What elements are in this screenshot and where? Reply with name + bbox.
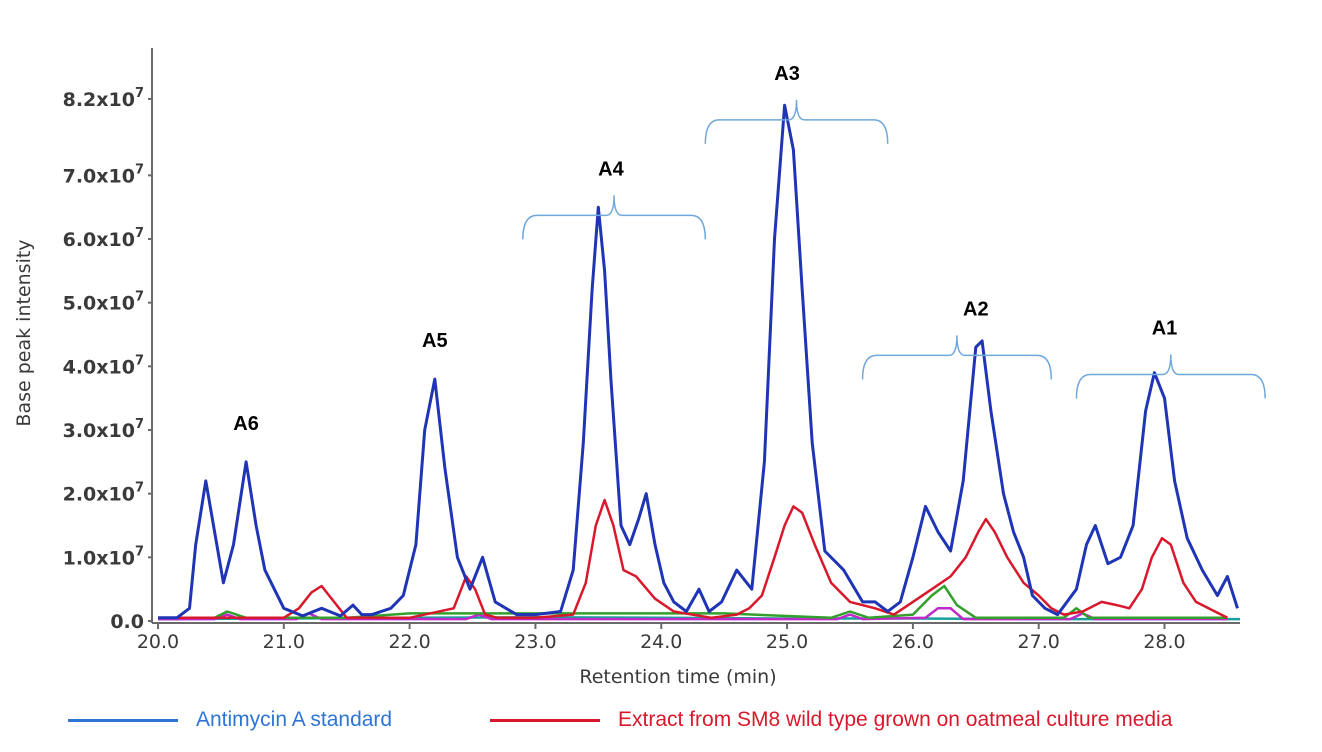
x-axis-title: Retention time (min) (579, 666, 776, 688)
x-tick-label: 24.0 (640, 631, 682, 653)
y-tick-label: 7.0x107 (63, 162, 144, 187)
series-layer (157, 103, 1240, 621)
y-tick-label: 6.0x107 (63, 226, 144, 251)
x-tick-label: 26.0 (892, 631, 934, 653)
x-tick-label: 25.0 (766, 631, 808, 653)
y-tick-label: 2.0x107 (63, 481, 144, 506)
legend-swatch-standard (68, 718, 178, 722)
y-tick-label: 8.2x107 (63, 86, 144, 111)
peak-bracket (861, 335, 1053, 380)
series-line-3 (158, 607, 1228, 621)
y-tick-label: 1.0x107 (63, 544, 144, 569)
peak-label: A2 (963, 298, 989, 320)
peak-label: A3 (774, 63, 800, 85)
legend-item-standard: Antimycin A standard (68, 700, 392, 740)
y-axis: 0.0 1.0x107 2.0x107 3.0x107 4.0x107 5.0x107 6.… (63, 48, 153, 633)
series-line-0 (158, 103, 1239, 620)
y-tick-label: 5.0x107 (63, 290, 144, 315)
peak-annotations: A6 A5 A4 A3 A2 A1 (233, 63, 1266, 435)
peak-label: A6 (233, 413, 259, 435)
peak-label: A4 (598, 158, 624, 180)
peak-bracket (1075, 354, 1266, 399)
x-tick-label: 23.0 (514, 631, 556, 653)
legend-swatch-extract (490, 718, 600, 722)
legend-item-extract: Extract from SM8 wild type grown on oatm… (490, 700, 1172, 740)
y-tick-label: 3.0x107 (63, 417, 144, 442)
x-axis: 20.0 21.0 22.0 23.0 24.0 25.0 26.0 27.0 28.0 (137, 622, 1240, 653)
peak-label: A1 (1152, 318, 1178, 340)
x-tick-label: 20.0 (137, 631, 179, 653)
y-axis-title: Base peak intensity (13, 239, 35, 426)
peak-bracket (704, 99, 889, 144)
x-tick-label: 27.0 (1018, 631, 1060, 653)
x-tick-labels: 20.0 21.0 22.0 23.0 24.0 25.0 26.0 27.0 28.0 (137, 623, 1186, 653)
x-tick-label: 22.0 (388, 631, 430, 653)
legend-label-standard: Antimycin A standard (196, 708, 393, 731)
peak-label: A5 (422, 330, 448, 352)
legend-label-extract: Extract from SM8 wild type grown on oatm… (618, 708, 1173, 731)
peak-bracket (522, 195, 707, 240)
y-tick-label: 0.0 (110, 611, 144, 633)
y-tick-label: 4.0x107 (63, 353, 144, 378)
x-tick-label: 21.0 (263, 631, 305, 653)
x-tick-label: 28.0 (1143, 631, 1185, 653)
chromatogram-chart: 0.0 1.0x107 2.0x107 3.0x107 4.0x107 5.0x107 6.… (13, 48, 1266, 688)
y-tick-labels: 0.0 1.0x107 2.0x107 3.0x107 4.0x107 5.0x107 6.… (63, 86, 152, 633)
